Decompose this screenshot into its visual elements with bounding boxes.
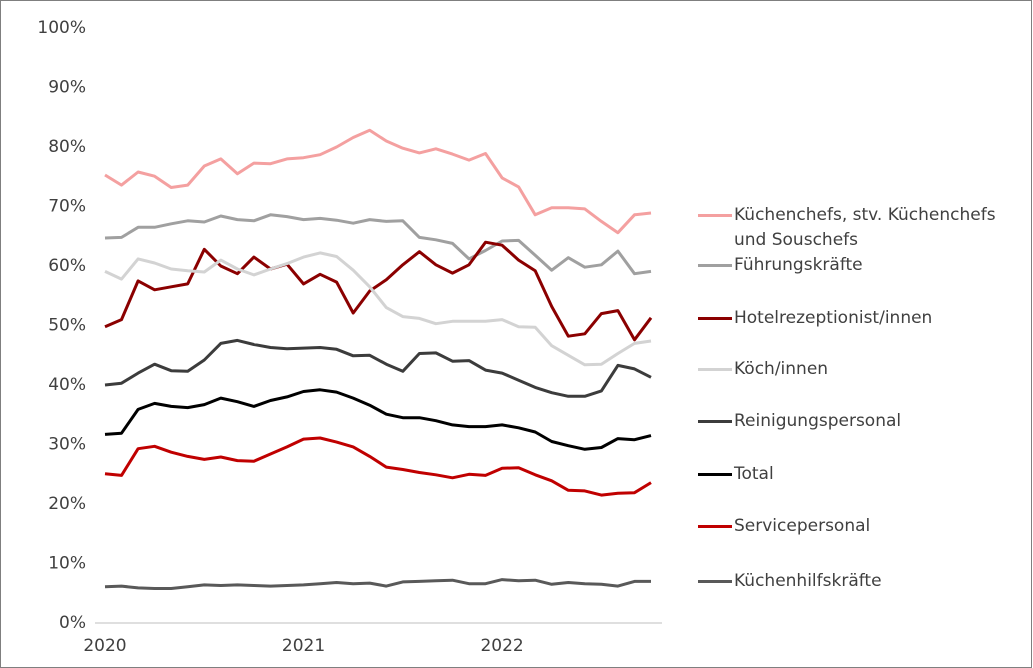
- y-tick-label: 90%: [48, 78, 86, 98]
- y-tick-label: 100%: [37, 18, 86, 38]
- y-tick-label: 0%: [59, 613, 86, 633]
- legend-entry: Total: [698, 462, 1028, 487]
- legend-entry: Küchenhilfskräfte: [698, 569, 1028, 594]
- y-tick-label: 30%: [48, 435, 86, 455]
- legend-label: Küchenhilfskräfte: [734, 571, 882, 591]
- y-tick-label: 80%: [48, 137, 86, 157]
- series-line: [104, 128, 652, 235]
- legend-label: Führungskräfte: [734, 255, 863, 275]
- legend-entry: Servicepersonal: [698, 514, 1028, 539]
- legend-label: Reinigungspersonal: [734, 411, 902, 431]
- legend-entry: Reinigungspersonal: [698, 409, 1028, 434]
- legend-swatch: [698, 420, 732, 423]
- y-tick-label: 20%: [48, 494, 86, 514]
- legend-label: Hotelrezeptionist/innen: [734, 308, 933, 328]
- legend-label: Küchenchefs, stv. Küchenchefs und Sousch…: [734, 205, 996, 250]
- legend-entry: Köch/innen: [698, 357, 1028, 382]
- legend-swatch: [698, 580, 732, 583]
- legend-entry: Hotelrezeptionist/innen: [698, 306, 1028, 331]
- series-line: [104, 338, 652, 398]
- legend-swatch: [698, 525, 732, 528]
- series-line: [104, 240, 653, 342]
- x-tick-label: 2020: [83, 636, 126, 656]
- legend-label: Total: [734, 464, 774, 484]
- legend-label: Servicepersonal: [734, 516, 871, 536]
- legend-swatch: [698, 264, 732, 267]
- series-line: [104, 388, 652, 451]
- x-tick-label: 2022: [480, 636, 523, 656]
- y-tick-label: 10%: [48, 554, 86, 574]
- y-tick-label: 70%: [48, 197, 86, 217]
- legend-swatch: [698, 317, 732, 320]
- x-tick-label: 2021: [282, 636, 325, 656]
- series-line: [104, 578, 651, 590]
- legend-entry: Führungskräfte: [698, 253, 1028, 278]
- legend-swatch: [698, 214, 732, 217]
- legend-label: Köch/innen: [734, 359, 829, 379]
- legend-entry: Küchenchefs, stv. Küchenchefs und Sousch…: [698, 203, 1028, 253]
- series-line: [104, 251, 652, 367]
- legend-swatch: [698, 473, 732, 476]
- series-line: [104, 436, 652, 497]
- y-tick-label: 60%: [48, 256, 86, 276]
- y-tick-label: 50%: [48, 316, 86, 336]
- y-tick-label: 40%: [48, 375, 86, 395]
- series-line: [104, 213, 652, 276]
- legend-swatch: [698, 368, 732, 371]
